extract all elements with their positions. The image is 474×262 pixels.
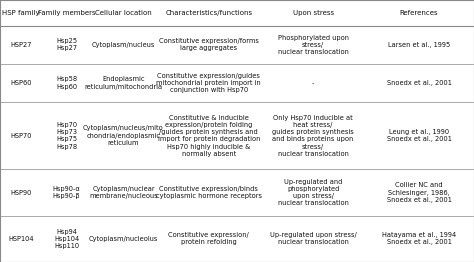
Text: Hatayama et al., 1994
Snoedx et al., 2001: Hatayama et al., 1994 Snoedx et al., 200… bbox=[382, 232, 456, 245]
Text: Constitutive expression/
protein refolding: Constitutive expression/ protein refoldi… bbox=[168, 232, 249, 245]
Text: Constitutive expression/guides
mitochondrial protein import in
conjunction with : Constitutive expression/guides mitochond… bbox=[156, 73, 261, 93]
Text: Characteristics/functions: Characteristics/functions bbox=[165, 10, 252, 16]
Text: HSP90: HSP90 bbox=[10, 189, 32, 195]
Text: HSP27: HSP27 bbox=[10, 42, 32, 48]
Text: Collier NC and
Schlesinger, 1986,
Snoedx et al., 2001: Collier NC and Schlesinger, 1986, Snoedx… bbox=[387, 182, 451, 203]
Text: Cellular location: Cellular location bbox=[95, 10, 152, 16]
Text: Endoplasmic
reticulum/mitochondria: Endoplasmic reticulum/mitochondria bbox=[84, 76, 163, 90]
Text: Hsp25
Hsp27: Hsp25 Hsp27 bbox=[56, 38, 77, 51]
Text: Family members: Family members bbox=[38, 10, 95, 16]
Text: -: - bbox=[312, 80, 314, 86]
Text: Upon stress: Upon stress bbox=[292, 10, 334, 16]
Text: Snoedx et al., 2001: Snoedx et al., 2001 bbox=[387, 80, 451, 86]
Text: HSP60: HSP60 bbox=[10, 80, 32, 86]
Text: Cytoplasm/nucleus: Cytoplasm/nucleus bbox=[92, 42, 155, 48]
Text: Hsp58
Hsp60: Hsp58 Hsp60 bbox=[56, 76, 77, 90]
Text: Cytoplasm/nuclear
membrane/nucleous: Cytoplasm/nuclear membrane/nucleous bbox=[89, 186, 158, 199]
Text: Cytoplasm/nucleolus: Cytoplasm/nucleolus bbox=[89, 236, 158, 242]
Text: Cytoplasm/nucleus/mito
chondria/endoplasmic
reticulum: Cytoplasm/nucleus/mito chondria/endoplas… bbox=[83, 125, 164, 146]
Text: HSP family: HSP family bbox=[2, 10, 40, 16]
Text: Phosphorylated upon
stress/
nuclear translocation: Phosphorylated upon stress/ nuclear tran… bbox=[278, 35, 348, 55]
Text: Constitutive expression/binds
cytoplasmic hormone receptors: Constitutive expression/binds cytoplasmi… bbox=[156, 186, 262, 199]
Text: Leung et al., 1990
Snoedx et al., 2001: Leung et al., 1990 Snoedx et al., 2001 bbox=[387, 129, 451, 142]
Text: Hsp70
Hsp73
Hsp75
Hsp78: Hsp70 Hsp73 Hsp75 Hsp78 bbox=[56, 122, 77, 150]
Text: References: References bbox=[400, 10, 438, 16]
Text: Up-regulated upon stress/
nuclear translocation: Up-regulated upon stress/ nuclear transl… bbox=[270, 232, 356, 245]
Text: Up-regulated and
phosphorylated
upon stress/
nuclear translocation: Up-regulated and phosphorylated upon str… bbox=[278, 179, 348, 206]
Text: Constitutive & inducible
expression/protein folding
/guides protein synthesis an: Constitutive & inducible expression/prot… bbox=[158, 114, 260, 157]
Text: HSP104: HSP104 bbox=[8, 236, 34, 242]
Text: Hsp94
Hsp104
Hsp110: Hsp94 Hsp104 Hsp110 bbox=[54, 228, 79, 249]
Text: Constitutive expression/forms
large aggregates: Constitutive expression/forms large aggr… bbox=[159, 38, 259, 51]
Text: Hsp90-α
Hsp90-β: Hsp90-α Hsp90-β bbox=[53, 186, 81, 199]
Text: Larsen et al., 1995: Larsen et al., 1995 bbox=[388, 42, 450, 48]
Text: Only Hsp70 inducible at
heat stress/
guides protein synthesis
and binds proteins: Only Hsp70 inducible at heat stress/ gui… bbox=[272, 114, 354, 157]
Text: HSP70: HSP70 bbox=[10, 133, 32, 139]
